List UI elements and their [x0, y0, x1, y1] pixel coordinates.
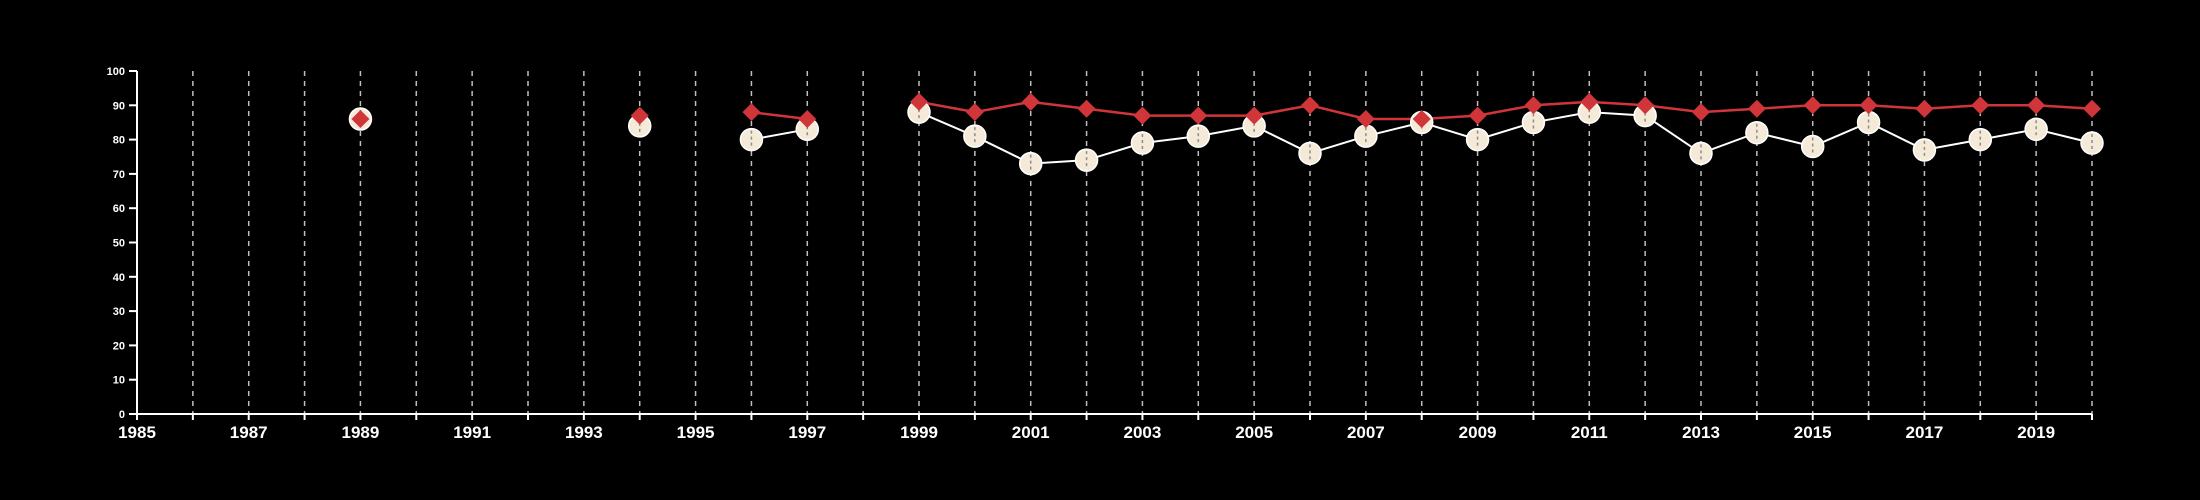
series-b-point — [1692, 103, 1710, 122]
series-b-point — [1245, 106, 1264, 125]
series-b-line — [918, 100, 2093, 121]
series-b-point — [965, 103, 984, 122]
series-b-point — [1747, 99, 1766, 118]
series-b-point — [798, 110, 817, 129]
y-tick-label: 10 — [113, 375, 125, 387]
x-tick-label: 2009 — [1459, 423, 1497, 442]
y-ticks: 0 10 20 30 40 50 60 70 80 90 100 — [107, 66, 137, 421]
series-b-point — [1803, 96, 1822, 115]
series-b-point — [1412, 110, 1431, 129]
series-b-point — [742, 103, 761, 122]
series-b-point — [1021, 92, 1040, 111]
y-tick-label: 20 — [113, 340, 125, 352]
series-b-line — [751, 110, 808, 121]
x-tick-label: 2017 — [1906, 423, 1944, 442]
y-tick-label: 90 — [113, 100, 125, 112]
x-tick-label: 2003 — [1124, 423, 1162, 442]
y-tick-label: 50 — [113, 238, 125, 250]
series-b-point — [1133, 106, 1152, 125]
x-tick-label: 1985 — [118, 423, 156, 442]
x-tick-label: 1999 — [900, 423, 938, 442]
series-b-point — [1301, 96, 1319, 115]
series-b-point — [1915, 99, 1934, 118]
x-tick-label: 2015 — [1794, 423, 1832, 442]
series — [348, 92, 2104, 176]
series-b-point — [1524, 96, 1543, 115]
series-b-point — [2083, 99, 2101, 118]
series-b-point — [1636, 96, 1655, 115]
series-a-point — [1745, 120, 1769, 145]
series-b-point — [1859, 96, 1878, 115]
y-tick-label: 80 — [113, 135, 125, 147]
x-tick-label: 1993 — [565, 423, 603, 442]
series-b-point — [1971, 96, 1990, 115]
series-b-point — [1580, 92, 1599, 111]
series-b-point — [910, 92, 928, 111]
x-tick-label: 2019 — [2017, 423, 2055, 442]
x-tick-label: 2007 — [1347, 423, 1385, 442]
series-a-line — [918, 111, 2093, 165]
series-b-point — [2027, 96, 2046, 115]
y-tick-label: 40 — [113, 272, 125, 284]
series-b-point — [630, 106, 649, 125]
axes — [136, 71, 2092, 415]
x-tick-label: 1995 — [677, 423, 715, 442]
x-ticks: 1985 1987 1989 1991 1993 1995 1997 1999 2001 2003… — [118, 414, 2093, 442]
y-tick-label: 30 — [113, 306, 125, 318]
x-tick-label: 2001 — [1012, 423, 1050, 442]
series-b-point — [1189, 106, 1208, 125]
x-tick-label: 1989 — [342, 423, 380, 442]
y-tick-label: 0 — [119, 409, 125, 421]
series-b-point — [1356, 110, 1375, 129]
series-b-point — [351, 110, 370, 129]
y-tick-label: 70 — [113, 169, 125, 181]
x-tick-label: 1991 — [453, 423, 491, 442]
y-tick-label: 60 — [113, 203, 125, 215]
grid-lines — [192, 71, 2093, 414]
x-tick-label: 2013 — [1682, 423, 1720, 442]
x-tick-label: 2005 — [1235, 423, 1273, 442]
x-tick-label: 1987 — [230, 423, 268, 442]
series-b-point — [1077, 99, 1096, 118]
series-b-point — [1468, 106, 1487, 125]
y-tick-label: 100 — [107, 66, 125, 78]
x-tick-label: 1997 — [788, 423, 826, 442]
x-tick-label: 2011 — [1571, 423, 1608, 442]
